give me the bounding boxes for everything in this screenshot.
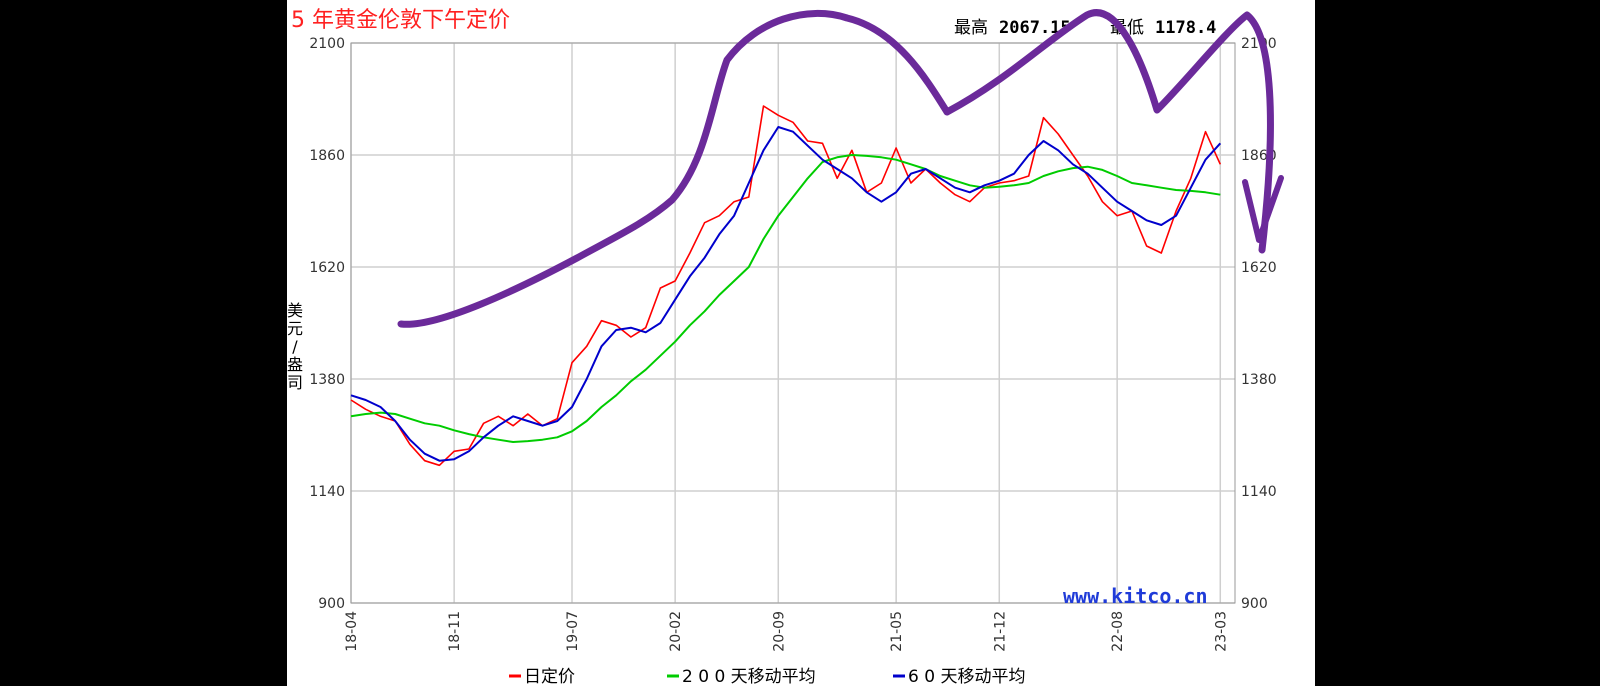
low-value: 1178.4 [1155,18,1216,38]
y-axis-label-char: 元 [287,319,303,338]
legend-label: 2 0 0 天移动平均 [682,667,816,686]
x-tick-label: 21-05 [889,611,905,652]
x-tick-label: 23-03 [1213,611,1229,652]
y-axis-label-char: / [292,337,298,356]
legend-label: 日定价 [524,667,575,686]
y-axis-left: 900 1140 1380 1620 1860 2100 [309,36,345,612]
y-tick-label-right: 1380 [1241,372,1277,388]
y-tick-label: 2100 [309,36,345,52]
y-tick-label: 1620 [309,260,345,276]
series-line-0 [350,105,1222,467]
y-tick-label: 1380 [309,372,345,388]
chart-panel: 5 年黄金伦敦下午定价 最高 2067.15 最低 1178.4 900 1140… [287,0,1315,686]
legend-label: 6 0 天移动平均 [908,667,1025,686]
legend: 日定价 2 0 0 天移动平均 6 0 天移动平均 [509,667,1025,686]
x-tick-label: 20-09 [771,611,787,652]
x-tick-label: 20-02 [668,611,684,652]
y-tick-label-right: 1620 [1241,260,1277,276]
grid [350,42,1235,604]
y-axis-label-char: 司 [287,373,303,392]
x-tick-label: 18-04 [344,611,360,652]
x-tick-label: 19-07 [565,611,581,652]
high-label: 最高 [954,18,988,38]
y-axis-label-char: 盎 [287,355,303,374]
series-line-1 [350,154,1221,443]
y-tick-label: 1140 [309,484,345,500]
watermark: www.kitco.cn [1063,584,1208,608]
x-tick-label: 22-08 [1110,611,1126,652]
y-tick-label-right: 900 [1241,596,1268,612]
y-tick-label-right: 2100 [1241,36,1277,52]
y-axis-label: 美元/盎司 [287,301,303,392]
series-line-2 [350,126,1222,462]
series-lines [350,105,1222,467]
y-tick-label-right: 1140 [1241,484,1277,500]
x-tick-label: 21-12 [992,611,1008,652]
gold-price-chart: 5 年黄金伦敦下午定价 最高 2067.15 最低 1178.4 9001140… [287,8,1284,686]
plot-frame [350,42,1236,604]
marker-annotation [397,9,1284,328]
y-tick-label: 900 [318,596,345,612]
chart-title: 5 年黄金伦敦下午定价 [291,8,510,33]
y-axis-label-char: 美 [287,301,303,320]
high-value: 2067.15 [999,18,1071,38]
y-tick-label: 1860 [309,148,345,164]
x-axis: 18-04 18-11 19-07 20-02 20-09 21-05 21-12 22-08… [344,611,1229,652]
x-tick-label: 18-11 [447,611,463,652]
